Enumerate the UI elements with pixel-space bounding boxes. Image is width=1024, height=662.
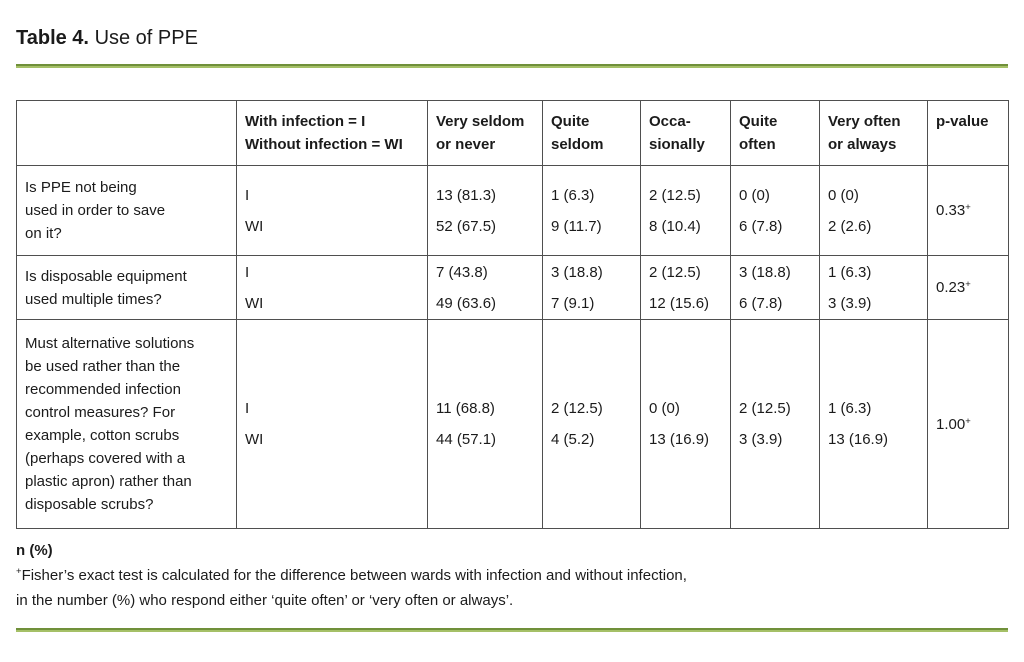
cell-quite-seldom: 1 (6.3) 9 (11.7) [542, 165, 641, 256]
footnote-marker: + [16, 566, 22, 577]
question-cell: Is disposable equipment used multiple ti… [16, 255, 237, 320]
value-i: 3 (18.8) [551, 263, 603, 281]
group-cell: I WI [236, 319, 428, 529]
value-i: 0 (0) [739, 186, 770, 204]
bottom-divider-rule [16, 628, 1008, 632]
cell-very-seldom: 13 (81.3) 52 (67.5) [427, 165, 543, 256]
group-label-wi: WI [245, 217, 264, 235]
table-row-disposable-reuse: Is disposable equipment used multiple ti… [16, 255, 1009, 320]
table-number-label: Table 4. [16, 27, 89, 49]
footnote-fisher-text: Fisher’s exact test is calculated for th… [21, 567, 687, 584]
cell-very-seldom: 11 (68.8) 44 (57.1) [427, 319, 543, 529]
group-label-wi: WI [245, 431, 264, 448]
group-cell: I WI [236, 255, 428, 320]
header-row: With infection = I Without infection = W… [16, 100, 1009, 166]
question-cell: Is PPE not being used in order to save o… [16, 165, 237, 256]
footnotes: n (%) +Fisher’s exact test is calculated… [16, 538, 1008, 613]
ppe-table: With infection = I Without infection = W… [16, 100, 1009, 529]
value-i: 13 (81.3) [436, 186, 497, 204]
value-i: 2 (12.5) [551, 400, 603, 417]
table-title-text: Use of PPE [94, 27, 198, 49]
cell-occasionally: 2 (12.5) 8 (10.4) [640, 165, 731, 256]
cell-very-seldom: 7 (43.8) 49 (63.6) [427, 255, 543, 320]
value-wi: 3 (3.9) [739, 431, 783, 448]
cell-very-often: 0 (0) 2 (2.6) [819, 165, 928, 256]
value-i: 1 (6.3) [551, 186, 595, 204]
value-wi: 49 (63.6) [436, 294, 497, 312]
p-value-marker: + [965, 415, 971, 427]
group-label-wi: WI [245, 294, 264, 312]
value-i: 3 (18.8) [739, 263, 791, 281]
group-label-i: I [245, 186, 250, 204]
value-i: 0 (0) [828, 186, 859, 204]
value-wi: 6 (7.8) [739, 217, 783, 235]
group-label-i: I [245, 400, 250, 417]
value-wi: 12 (15.6) [649, 294, 710, 312]
cell-quite-often: 3 (18.8) 6 (7.8) [730, 255, 820, 320]
p-value: 0.33 [936, 202, 966, 219]
value-wi: 7 (9.1) [551, 294, 595, 312]
value-wi: 6 (7.8) [739, 294, 783, 312]
value-i: 2 (12.5) [649, 263, 701, 281]
header-quite-seldom: Quite seldom [542, 100, 641, 166]
p-value: 1.00 [936, 415, 966, 433]
header-very-seldom: Very seldom or never [427, 100, 543, 166]
value-wi: 13 (16.9) [828, 431, 889, 448]
footnote-continuation: in the number (%) who respond either ‘qu… [16, 592, 514, 609]
header-quite-often: Quite often [730, 100, 820, 166]
group-label-i: I [245, 263, 250, 281]
cell-quite-seldom: 2 (12.5) 4 (5.2) [542, 319, 641, 529]
header-p-value: p-value [927, 100, 1009, 166]
p-value: 0.23 [936, 279, 966, 296]
value-wi: 9 (11.7) [551, 217, 602, 235]
p-value-marker: + [965, 202, 971, 213]
value-wi: 2 (2.6) [828, 217, 872, 235]
cell-quite-often: 2 (12.5) 3 (3.9) [730, 319, 820, 529]
footnote-legend: n (%) [16, 542, 53, 559]
value-wi: 44 (57.1) [436, 431, 497, 448]
group-cell: I WI [236, 165, 428, 256]
page-content: Table 4. Use of PPE With infection = I W… [16, 0, 1009, 632]
table-row-alternative-solutions: Must alternative solutions be used rathe… [16, 319, 1009, 529]
value-i: 0 (0) [649, 400, 680, 417]
cell-occasionally: 2 (12.5) 12 (15.6) [640, 255, 731, 320]
cell-very-often: 1 (6.3) 3 (3.9) [819, 255, 928, 320]
cell-quite-seldom: 3 (18.8) 7 (9.1) [542, 255, 641, 320]
value-wi: 52 (67.5) [436, 217, 497, 235]
header-question-column [16, 100, 237, 166]
value-i: 7 (43.8) [436, 263, 488, 281]
cell-quite-often: 0 (0) 6 (7.8) [730, 165, 820, 256]
value-wi: 13 (16.9) [649, 431, 710, 448]
value-wi: 4 (5.2) [551, 431, 595, 448]
cell-p-value: 0.33+ [927, 165, 1009, 256]
cell-occasionally: 0 (0) 13 (16.9) [640, 319, 731, 529]
value-i: 1 (6.3) [828, 400, 872, 417]
p-value-marker: + [965, 279, 971, 290]
header-very-often: Very often or always [819, 100, 928, 166]
value-i: 1 (6.3) [828, 263, 872, 281]
footnote-fisher: +Fisher’s exact test is calculated for t… [16, 563, 1008, 588]
value-wi: 8 (10.4) [649, 217, 701, 235]
value-i: 2 (12.5) [739, 400, 791, 417]
header-group-legend: With infection = I Without infection = W… [236, 100, 428, 166]
top-divider-rule [16, 64, 1008, 68]
cell-very-often: 1 (6.3) 13 (16.9) [819, 319, 928, 529]
header-occasionally: Occa- sionally [640, 100, 731, 166]
table-row-ppe-saving: Is PPE not being used in order to save o… [16, 165, 1009, 256]
page-title: Table 4. Use of PPE [16, 25, 1008, 51]
cell-p-value: 1.00+ [927, 319, 1009, 529]
value-i: 2 (12.5) [649, 186, 701, 204]
value-i: 11 (68.8) [436, 400, 495, 417]
cell-p-value: 0.23+ [927, 255, 1009, 320]
value-wi: 3 (3.9) [828, 294, 872, 312]
question-cell: Must alternative solutions be used rathe… [16, 319, 237, 529]
